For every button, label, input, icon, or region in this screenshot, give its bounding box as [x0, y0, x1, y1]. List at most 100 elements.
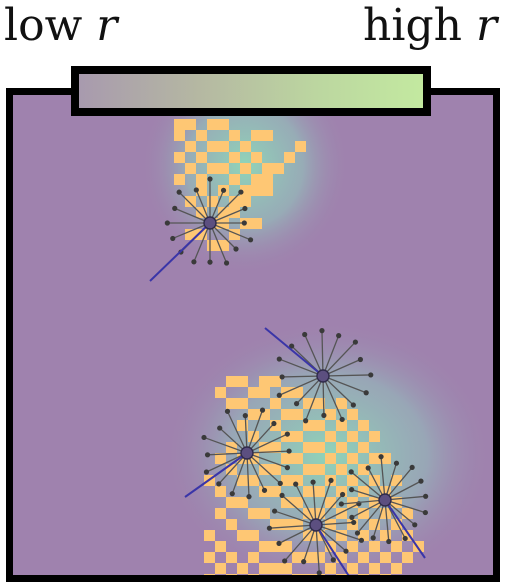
sensor-node: [319, 328, 324, 333]
sensor-node: [280, 374, 285, 379]
sensor-node: [267, 526, 272, 531]
occupied-cell: [336, 398, 347, 409]
occupied-cell: [248, 387, 259, 398]
sensor-node: [191, 259, 196, 264]
sensor-node: [410, 465, 415, 470]
occupied-cell: [284, 152, 295, 163]
sensor-node: [282, 558, 287, 563]
occupied-cell: [369, 453, 380, 464]
occupied-cell: [207, 141, 218, 152]
agent-body: [310, 519, 322, 531]
occupied-cell: [204, 552, 215, 563]
occupied-cell: [292, 574, 303, 575]
sensor-node: [276, 541, 281, 546]
occupied-cell: [314, 442, 325, 453]
occupied-cell: [259, 387, 270, 398]
occupied-cell: [292, 409, 303, 420]
sensor-node: [165, 220, 170, 225]
occupied-cell: [248, 508, 259, 519]
occupied-cell: [248, 552, 259, 563]
sensor-node: [366, 465, 371, 470]
sensor-node: [339, 501, 344, 506]
occupied-cell: [358, 574, 369, 575]
occupied-cell: [347, 453, 358, 464]
occupied-cell: [369, 541, 380, 552]
occupied-cell: [185, 141, 196, 152]
occupied-cell: [215, 387, 226, 398]
occupied-cell: [292, 431, 303, 442]
occupied-cell: [226, 376, 237, 387]
sensor-node: [371, 535, 376, 540]
occupied-cell: [237, 398, 248, 409]
occupied-cell: [325, 409, 336, 420]
occupied-cell: [391, 541, 402, 552]
occupied-cell: [248, 475, 259, 486]
occupied-cell: [204, 574, 215, 575]
occupied-cell: [207, 163, 218, 174]
occupied-cell: [347, 431, 358, 442]
sensor-node: [271, 421, 276, 426]
occupied-cell: [174, 130, 185, 141]
occupied-cell: [240, 141, 251, 152]
high-label-text: high: [363, 0, 462, 51]
sensor-node: [285, 465, 290, 470]
agent-body: [204, 217, 216, 229]
occupied-cell: [237, 530, 248, 541]
occupied-cell: [251, 218, 262, 229]
occupied-cell: [325, 497, 336, 508]
occupied-cell: [292, 453, 303, 464]
sensor-node: [286, 448, 291, 453]
agent-body: [241, 447, 253, 459]
sensor-node: [349, 515, 354, 520]
agent-body: [317, 370, 329, 382]
occupied-cell: [215, 486, 226, 497]
sensor-node: [423, 494, 428, 499]
sensor-node: [207, 176, 212, 181]
sensor-node: [248, 237, 253, 242]
occupied-cell: [262, 185, 273, 196]
sensor-node: [423, 510, 428, 515]
occupied-cell: [358, 420, 369, 431]
occupied-cell: [314, 464, 325, 475]
occupied-cell: [259, 508, 270, 519]
sensor-node: [205, 452, 210, 457]
occupied-cell: [248, 530, 259, 541]
occupied-cell: [358, 552, 369, 563]
sensor-node: [225, 409, 230, 414]
occupied-cell: [207, 240, 218, 251]
occupied-cell: [229, 130, 240, 141]
sensor-node: [321, 413, 326, 418]
occupied-cell: [251, 185, 262, 196]
occupied-cell: [281, 541, 292, 552]
field-canvas: [13, 95, 493, 575]
occupied-cell: [215, 541, 226, 552]
sensor-node: [359, 538, 364, 543]
occupied-cell: [196, 152, 207, 163]
occupied-cell: [218, 163, 229, 174]
occupied-cell: [402, 508, 413, 519]
low-r-label: low r: [4, 4, 117, 48]
occupied-cell: [369, 497, 380, 508]
low-label-variable: r: [96, 0, 117, 51]
sensor-node: [278, 481, 283, 486]
occupied-cell: [226, 552, 237, 563]
occupied-cell: [174, 119, 185, 130]
occupied-cell: [369, 431, 380, 442]
sensor-node: [277, 393, 282, 398]
sensor-node: [343, 549, 348, 554]
occupied-cell: [218, 141, 229, 152]
occupied-cell: [174, 152, 185, 163]
sensor-node: [310, 480, 315, 485]
occupied-cell: [281, 409, 292, 420]
occupied-cell: [281, 563, 292, 574]
occupied-cell: [358, 442, 369, 453]
occupied-cell: [380, 552, 391, 563]
occupied-cell: [391, 563, 402, 574]
sensor-node: [328, 478, 333, 483]
occupied-cell: [248, 409, 259, 420]
occupied-cell: [347, 541, 358, 552]
occupied-cell: [226, 497, 237, 508]
sensor-node: [351, 520, 356, 525]
occupied-cell: [185, 196, 196, 207]
sensor-node: [368, 372, 373, 377]
